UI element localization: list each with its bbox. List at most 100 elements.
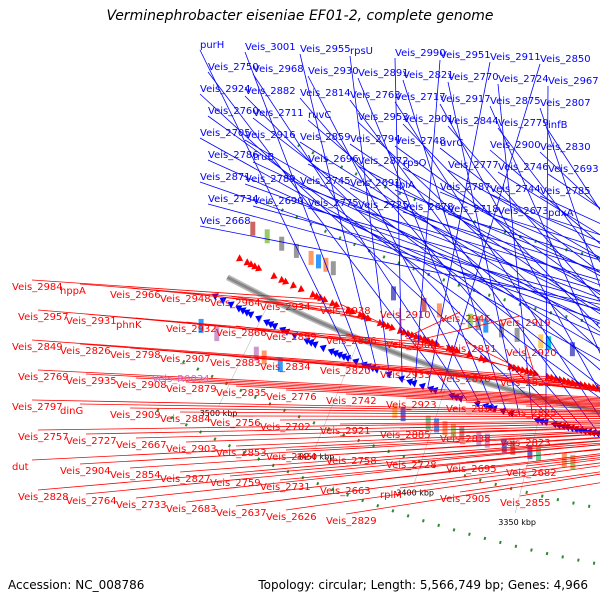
tick-line xyxy=(218,303,269,406)
reverse-leader-line xyxy=(235,385,600,403)
reverse-gene-label: Veis_2905 xyxy=(440,494,491,505)
tick-line xyxy=(314,343,358,449)
reverse-leader-line xyxy=(345,473,600,515)
cog-block xyxy=(253,346,259,361)
reverse-gene-label: Veis_2835 xyxy=(216,388,267,399)
map-title: Verminephrobacter eiseniae EF01-2, compl… xyxy=(106,8,494,24)
forward-gene-label: ruvC xyxy=(308,110,331,121)
forward-gene-label: rpsU xyxy=(350,46,373,57)
reverse-gene-label: Veis_2756 xyxy=(210,418,261,429)
reverse-leader-line xyxy=(285,465,600,511)
reverse-gene-mark xyxy=(332,300,340,309)
forward-gene-mark xyxy=(247,311,255,319)
reverse-gene-label: Veis_2909 xyxy=(110,410,161,421)
cog-block xyxy=(214,327,220,342)
cog-block xyxy=(442,421,448,436)
cog-block xyxy=(536,447,541,462)
forward-gene-label: Veis_2734 xyxy=(208,194,259,205)
reverse-gene-label: Veis_2931 xyxy=(66,316,117,327)
reverse-gene-label: dinG xyxy=(60,406,83,417)
forward-gene-label: Veis_2777 xyxy=(448,160,499,171)
forward-gene-label: Veis_2911 xyxy=(490,52,541,63)
reverse-leader-line xyxy=(279,418,600,421)
forward-gene-mark xyxy=(239,307,247,315)
forward-leader-line xyxy=(539,151,600,209)
cog-block xyxy=(330,261,336,276)
forward-gene-mark xyxy=(243,309,251,317)
forward-leader-line xyxy=(427,61,491,388)
cog-block xyxy=(501,438,507,453)
forward-leader-line xyxy=(199,49,352,360)
reverse-leader-line xyxy=(519,375,600,391)
reverse-gene-mark xyxy=(282,277,290,285)
forward-leader-line xyxy=(497,171,600,236)
forward-gene-label: Veis_2821 xyxy=(403,70,454,81)
reverse-gene-label: Veis_2822 xyxy=(500,378,551,389)
reverse-gene-label: Veis_2908 xyxy=(116,380,167,391)
forward-gene-label: Veis_2705 xyxy=(200,128,251,139)
forward-gene-label: Veis_2717 xyxy=(395,92,446,103)
reverse-gene-label: Veis_2932 xyxy=(166,324,217,335)
cog-block xyxy=(277,357,283,372)
reverse-leader-line xyxy=(285,389,600,404)
reverse-leader-line xyxy=(31,399,600,412)
reverse-leader-line xyxy=(279,299,378,323)
reverse-leader-line xyxy=(525,345,535,374)
reverse-gene-label: Veis_2826 xyxy=(60,346,111,357)
reverse-gene-label: Veis_2856 xyxy=(326,336,377,347)
forward-gene-label: Veis_2901 xyxy=(403,114,454,125)
cog-block xyxy=(570,455,576,470)
reverse-leader-line xyxy=(339,303,390,328)
forward-gene-label: Veis_2678 xyxy=(403,202,454,213)
reverse-leader-line xyxy=(31,431,600,461)
reverse-gene-label: Veis_2820 xyxy=(320,366,371,377)
forward-leader-line xyxy=(489,149,600,245)
forward-gene-mark xyxy=(263,319,271,327)
forward-gene-label: Veis_2990 xyxy=(395,48,446,59)
forward-gene-mark xyxy=(307,339,315,347)
forward-leader-line xyxy=(545,85,549,422)
forward-leader-line xyxy=(349,55,390,375)
reverse-gene-label: Veis_2759 xyxy=(210,478,261,489)
reverse-gene-label: Veis_2758 xyxy=(326,456,377,467)
forward-gene-label: tpiA xyxy=(395,180,415,191)
reverse-gene-mark xyxy=(344,305,352,314)
forward-leader-line xyxy=(307,75,481,405)
forward-leader-line xyxy=(357,77,494,409)
cog-block xyxy=(308,250,314,265)
tick-label: 3500 kbp xyxy=(200,409,238,418)
forward-gene-label: Veis_2691 xyxy=(350,178,401,189)
cog-block xyxy=(198,318,204,333)
forward-leader-line xyxy=(252,117,600,387)
reverse-leader-line xyxy=(129,436,600,469)
forward-leader-line xyxy=(299,185,600,299)
reverse-gene-label: Veis_2637 xyxy=(216,508,267,519)
cog-block xyxy=(434,418,440,433)
reverse-gene-label: Veis_2851 xyxy=(446,404,497,415)
reverse-leader-line xyxy=(229,415,600,417)
reverse-gene-mark xyxy=(388,323,396,331)
reverse-leader-line xyxy=(459,426,600,433)
forward-gene-mark xyxy=(340,353,348,361)
reverse-gene-label: Veis_2879 xyxy=(166,384,217,395)
forward-gene-label: Veis_2875 xyxy=(490,96,541,107)
forward-gene-mark xyxy=(267,321,275,329)
reverse-gene-label: Veis_2934 xyxy=(260,302,311,313)
forward-gene-label: Veis_2900 xyxy=(490,140,541,151)
forward-gene-label: Veis_2779 xyxy=(498,118,549,129)
forward-gene-mark xyxy=(344,354,352,363)
forward-leader-line xyxy=(489,193,600,243)
forward-gene-label: purH xyxy=(200,40,224,51)
reverse-gene-mark xyxy=(297,285,305,293)
forward-gene-label: Veis_2916 xyxy=(245,130,296,141)
forward-gene-mark xyxy=(352,358,360,366)
forward-gene-label: rpsO xyxy=(403,158,427,169)
reverse-leader-line xyxy=(135,448,600,499)
cog-block xyxy=(483,318,489,333)
forward-gene-label: Veis_2785 xyxy=(540,186,591,197)
forward-leader-line xyxy=(402,123,600,329)
summary-text: Topology: circular; Length: 5,566,749 bp… xyxy=(258,578,588,592)
reverse-gene-label: Veis_2682 xyxy=(506,468,557,479)
cog-block xyxy=(510,440,516,455)
reverse-leader-line xyxy=(31,339,547,377)
